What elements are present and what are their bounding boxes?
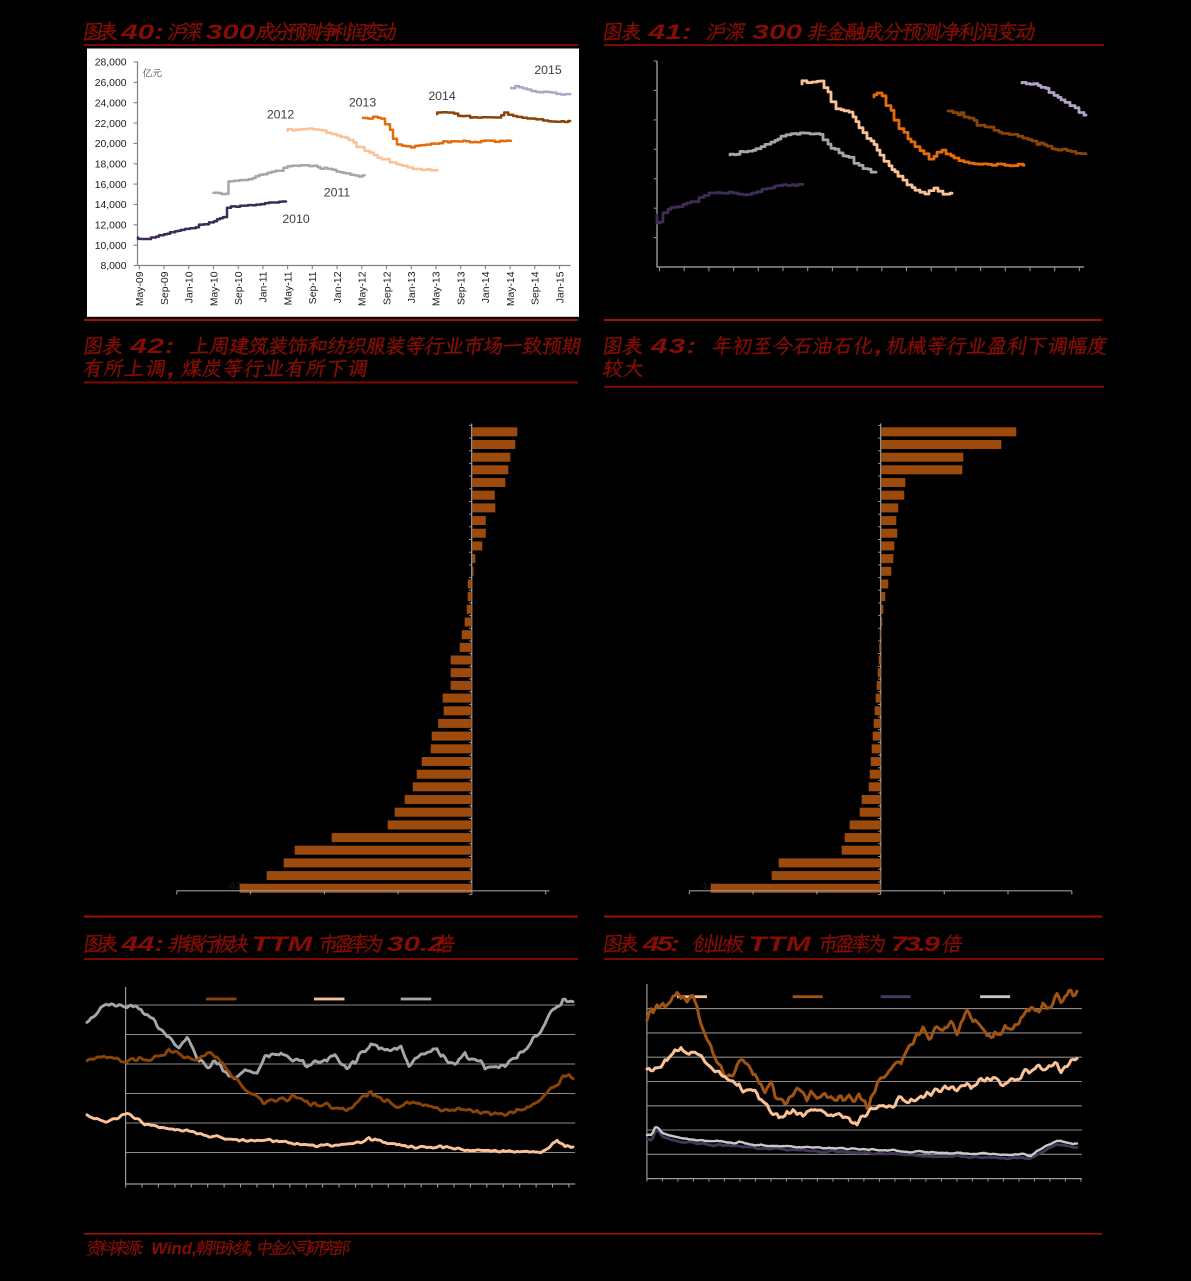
svg-text:May-12: May-12: [358, 271, 369, 306]
svg-text::: :: [138, 1239, 144, 1258]
svg-text:300: 300: [206, 21, 255, 44]
svg-text:7: 7: [891, 933, 910, 956]
svg-text:T: T: [748, 933, 769, 956]
svg-text:2011: 2011: [324, 186, 351, 200]
svg-text:Sep-11: Sep-11: [308, 271, 319, 304]
svg-text:4: 4: [642, 933, 660, 956]
svg-text:12,000: 12,000: [95, 221, 127, 232]
svg-text:24,000: 24,000: [95, 98, 127, 109]
svg-text:1: 1: [665, 21, 681, 44]
svg-text:May-11: May-11: [283, 271, 294, 305]
svg-text:10,000: 10,000: [95, 241, 127, 252]
svg-text:Wind,: Wind,: [151, 1239, 197, 1258]
svg-text:2015: 2015: [534, 63, 562, 77]
svg-text:4: 4: [129, 335, 147, 358]
svg-text:4: 4: [650, 335, 668, 358]
svg-text:26,000: 26,000: [95, 78, 127, 89]
svg-text::: :: [670, 933, 680, 956]
svg-text:5: 5: [657, 933, 674, 956]
svg-text:M: M: [786, 933, 811, 956]
svg-text::: :: [686, 335, 696, 358]
svg-text::: :: [165, 335, 175, 358]
svg-text:,: ,: [873, 335, 882, 358]
svg-text:May-09: May-09: [135, 271, 146, 306]
svg-text:Sep-13: Sep-13: [457, 271, 468, 305]
svg-text:3: 3: [669, 335, 685, 358]
svg-text:,: ,: [166, 358, 175, 381]
svg-text:-0.2%: -0.2%: [227, 881, 250, 891]
svg-text:Jan-13: Jan-13: [407, 271, 418, 303]
svg-text:4: 4: [647, 21, 665, 44]
svg-text:Sep-14: Sep-14: [531, 271, 542, 305]
svg-text:2: 2: [146, 335, 164, 358]
svg-text:Jan-15: Jan-15: [555, 271, 566, 303]
svg-text:44:: 44:: [120, 933, 164, 956]
svg-text:Sep-09: Sep-09: [160, 271, 171, 305]
svg-text:,: ,: [248, 1239, 254, 1258]
svg-text:40:: 40:: [120, 21, 164, 44]
svg-text:May-14: May-14: [506, 271, 517, 306]
svg-text:T: T: [767, 933, 788, 956]
svg-text:Jan-14: Jan-14: [481, 271, 492, 303]
svg-text:Sep-10: Sep-10: [234, 271, 245, 305]
svg-text:Jan-10: Jan-10: [185, 271, 196, 303]
svg-text::: :: [682, 21, 692, 44]
svg-text:.: .: [918, 933, 926, 956]
svg-text:2010: 2010: [282, 212, 310, 226]
svg-text:Jan-11: Jan-11: [259, 271, 270, 302]
svg-text:16,000: 16,000: [95, 180, 127, 191]
svg-text:8,000: 8,000: [100, 261, 126, 272]
svg-text:0: 0: [769, 21, 785, 44]
svg-text:May-13: May-13: [432, 271, 443, 306]
svg-text:22,000: 22,000: [95, 119, 127, 130]
svg-text:TTM: TTM: [251, 933, 313, 956]
svg-text:2013: 2013: [349, 96, 377, 110]
svg-text:18,000: 18,000: [95, 159, 127, 170]
svg-text:Sep-12: Sep-12: [382, 271, 393, 305]
svg-text:14,000: 14,000: [95, 200, 127, 211]
svg-text:3: 3: [904, 933, 920, 956]
svg-text:3: 3: [752, 21, 768, 44]
svg-text:Jan-12: Jan-12: [333, 271, 344, 303]
svg-text:May-10: May-10: [209, 271, 220, 306]
svg-text:28,000: 28,000: [95, 58, 127, 69]
svg-text:30.2: 30.2: [387, 933, 444, 956]
svg-text:0: 0: [785, 21, 801, 44]
svg-text:2012: 2012: [267, 107, 295, 121]
svg-text:2014: 2014: [428, 89, 456, 103]
svg-text:9: 9: [923, 933, 940, 956]
svg-text:20,000: 20,000: [95, 139, 127, 150]
